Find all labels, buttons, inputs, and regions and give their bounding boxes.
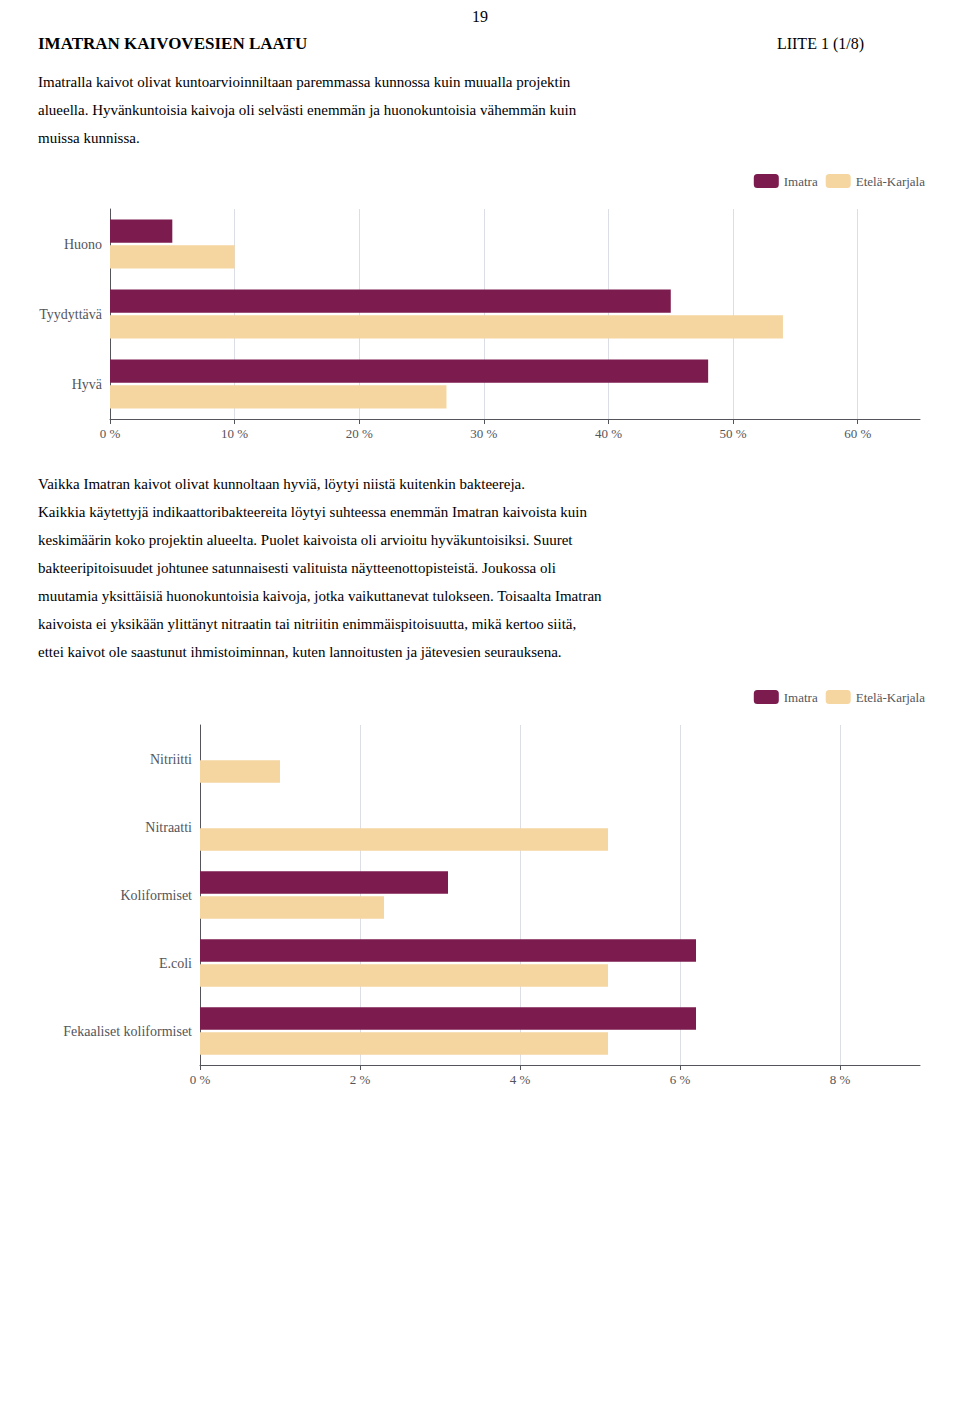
svg-text:Tyydyttävä: Tyydyttävä [39,307,103,322]
svg-text:Etelä-Karjala: Etelä-Karjala [856,690,926,705]
svg-text:Imatra: Imatra [784,174,818,189]
html-text:keskimäärin koko projektin alu: keskimäärin koko projektin alueelta. Puo… [38,532,573,548]
svg-text:60 %: 60 % [844,426,871,441]
svg-text:10 %: 10 % [221,426,248,441]
html-text:IMATRAN KAIVOVESIEN LAATU: IMATRAN KAIVOVESIEN LAATU [38,34,308,53]
svg-text:Imatra: Imatra [784,690,818,705]
html-text:alueella. Hyvänkuntoisia kaivo: alueella. Hyvänkuntoisia kaivoja oli sel… [38,102,577,118]
svg-text:40 %: 40 % [595,426,622,441]
html-text:ettei kaivot ole saastunut ihm: ettei kaivot ole saastunut ihmistoiminna… [38,644,562,660]
svg-text:0 %: 0 % [100,426,121,441]
html-text:muutamia yksittäisiä huonokunt: muutamia yksittäisiä huonokuntoisia kaiv… [38,588,602,604]
html-text:Kaikkia käytettyjä indikaattor: Kaikkia käytettyjä indikaattoribakteerei… [38,504,587,520]
html-text:19: 19 [472,8,488,25]
svg-text:20 %: 20 % [346,426,373,441]
svg-text:50 %: 50 % [720,426,747,441]
svg-text:6 %: 6 % [670,1072,691,1087]
svg-text:4 %: 4 % [510,1072,531,1087]
svg-text:Etelä-Karjala: Etelä-Karjala [856,174,926,189]
html-text:muissa kunnissa.: muissa kunnissa. [38,130,140,146]
html-text:Vaikka Imatran kaivot olivat k: Vaikka Imatran kaivot olivat kunnoltaan … [38,476,525,492]
svg-text:Huono: Huono [64,237,102,252]
html-text:kaivoista ei yksikään ylittäny: kaivoista ei yksikään ylittänyt nitraati… [38,616,577,632]
svg-text:2 %: 2 % [350,1072,371,1087]
svg-text:E.coli: E.coli [159,956,192,971]
svg-text:Nitraatti: Nitraatti [145,820,192,835]
svg-text:Koliformiset: Koliformiset [120,888,192,903]
svg-text:Nitriitti: Nitriitti [150,752,192,767]
svg-text:0 %: 0 % [190,1072,211,1087]
svg-text:8 %: 8 % [830,1072,851,1087]
svg-text:Hyvä: Hyvä [72,377,103,392]
html-text:Imatralla kaivot olivat kuntoa: Imatralla kaivot olivat kuntoarvioinnilt… [38,74,571,90]
svg-text:Fekaaliset koliformiset: Fekaaliset koliformiset [63,1024,192,1039]
html-text:LIITE 1 (1/8): LIITE 1 (1/8) [776,35,864,52]
svg-text:30 %: 30 % [470,426,497,441]
html-text:bakteeripitoisuudet johtunee s: bakteeripitoisuudet johtunee satunnaises… [38,560,556,576]
